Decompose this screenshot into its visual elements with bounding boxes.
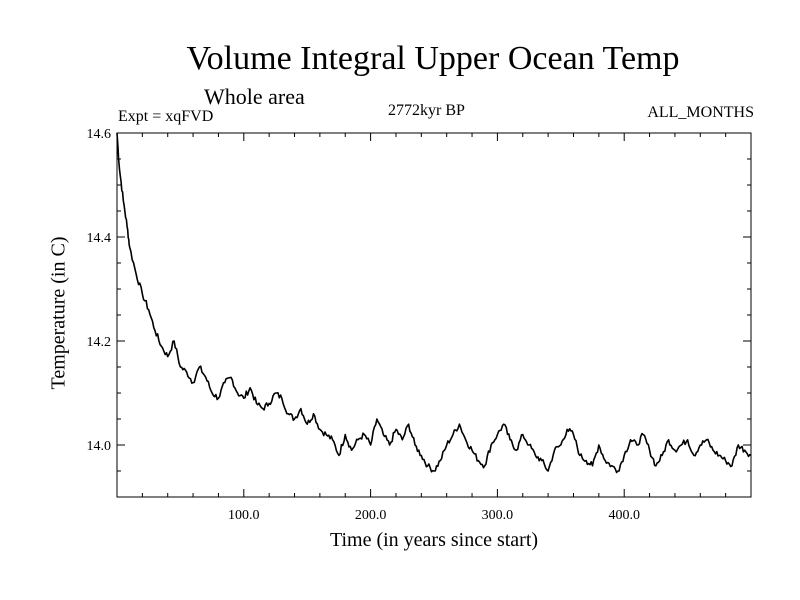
period-label: 2772kyr BP — [388, 102, 465, 119]
y-tick-label: 14.2 — [87, 335, 112, 350]
y-tick-label: 14.6 — [87, 127, 112, 142]
x-axis-label: Time (in years since start) — [329, 529, 539, 551]
axis-ticks — [117, 133, 751, 497]
series-line — [116, 132, 752, 474]
x-tick-label: 100.0 — [228, 508, 260, 523]
y-tick-label: 14.4 — [87, 231, 112, 246]
y-tick-label: 14.0 — [87, 439, 112, 454]
plot-frame — [116, 132, 752, 498]
x-tick-label: 200.0 — [355, 508, 387, 523]
chart-subtitle: Whole area — [204, 84, 305, 109]
chart-title: Volume Integral Upper Ocean Temp — [186, 40, 680, 77]
months-label: ALL_MONTHS — [647, 104, 754, 121]
tick-labels: 100.0 200.0 300.0 400.0 14.0 14.2 14.4 14.6 — [87, 127, 640, 523]
x-tick-label: 400.0 — [608, 508, 640, 523]
experiment-label: Expt = xqFVD — [118, 108, 214, 125]
x-tick-label: 300.0 — [482, 508, 514, 523]
